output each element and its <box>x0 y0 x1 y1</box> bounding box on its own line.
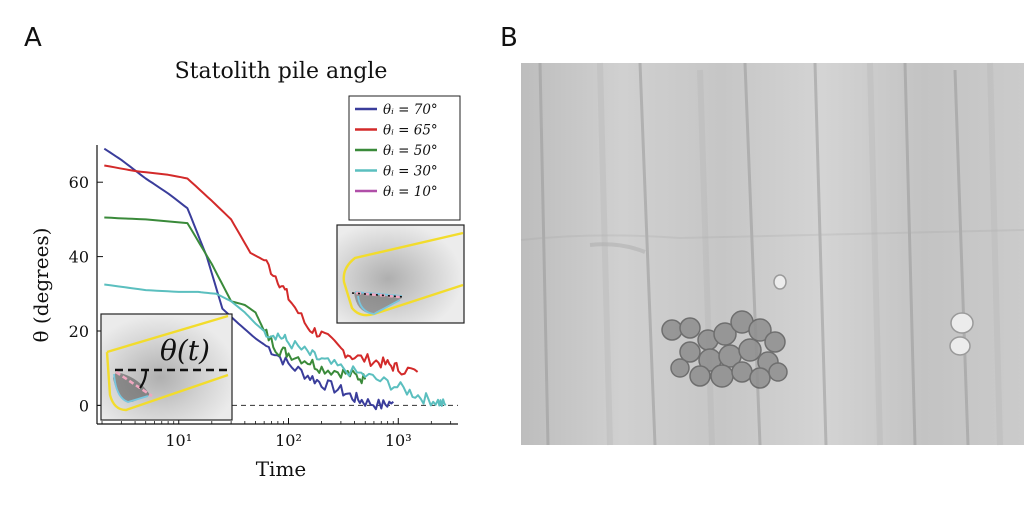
legend-label: θᵢ = 65° <box>383 123 438 139</box>
inset-right-pile-slope-line <box>355 291 401 299</box>
legend-label: θᵢ = 70° <box>383 102 438 118</box>
panel-label-b: B <box>500 23 518 53</box>
legend: θᵢ = 70° θᵢ = 65° θᵢ = 50° θᵢ = 30° θᵢ = 10° <box>348 95 461 221</box>
x-tick-label: 10² <box>275 431 302 450</box>
y-tick-label: 0 <box>79 396 89 415</box>
inset-right-pile-outline <box>354 291 403 315</box>
inset-right-background <box>338 226 463 322</box>
micrograph-background <box>521 63 1024 445</box>
x-axis-label: Time <box>256 457 307 481</box>
y-tick-label: 40 <box>69 248 89 267</box>
micrograph-panel-b <box>520 62 1024 446</box>
legend-label: θᵢ = 30° <box>383 164 438 180</box>
series-layer <box>103 147 447 411</box>
series-line <box>103 147 394 411</box>
micrograph-cell-walls <box>520 62 1024 446</box>
x-tick-label: 10³ <box>385 431 412 450</box>
panel-label-a: A <box>24 23 42 53</box>
inset-angle-definition: θ(t) <box>100 313 233 421</box>
ticks-layer: 0 20 40 60 10¹ 10² 10³ <box>69 173 452 450</box>
y-axis-label: θ (degrees) <box>29 228 53 343</box>
chart-title: Statolith pile angle <box>175 59 388 84</box>
y-tick-label: 20 <box>69 322 89 341</box>
legend-box <box>348 95 461 221</box>
inset-left-statolith-pile <box>113 372 150 402</box>
micrograph-statolith-cluster <box>661 310 788 389</box>
theta-annotation: θ(t) <box>160 334 210 367</box>
inset-left-pile-slope-line <box>115 370 153 398</box>
inset-right-cell-outline <box>342 231 464 317</box>
inset-left-angle-arc <box>139 369 148 389</box>
x-tick-label: 10¹ <box>165 431 192 450</box>
micrograph-streaks <box>597 62 1003 446</box>
legend-label: θᵢ = 10° <box>383 184 438 200</box>
micrograph-vesicles <box>773 274 974 356</box>
series-line <box>104 164 419 376</box>
inset-cell-image <box>336 224 465 324</box>
inset-left-cell-outline <box>105 314 229 412</box>
inset-right-reference-line <box>351 292 405 298</box>
y-tick-label: 60 <box>69 173 89 192</box>
inset-left-pile-outline <box>113 373 149 403</box>
inset-right-statolith-pile <box>354 292 402 314</box>
legend-label: θᵢ = 50° <box>383 143 438 159</box>
inset-left-background <box>102 315 231 419</box>
series-line <box>104 283 447 407</box>
